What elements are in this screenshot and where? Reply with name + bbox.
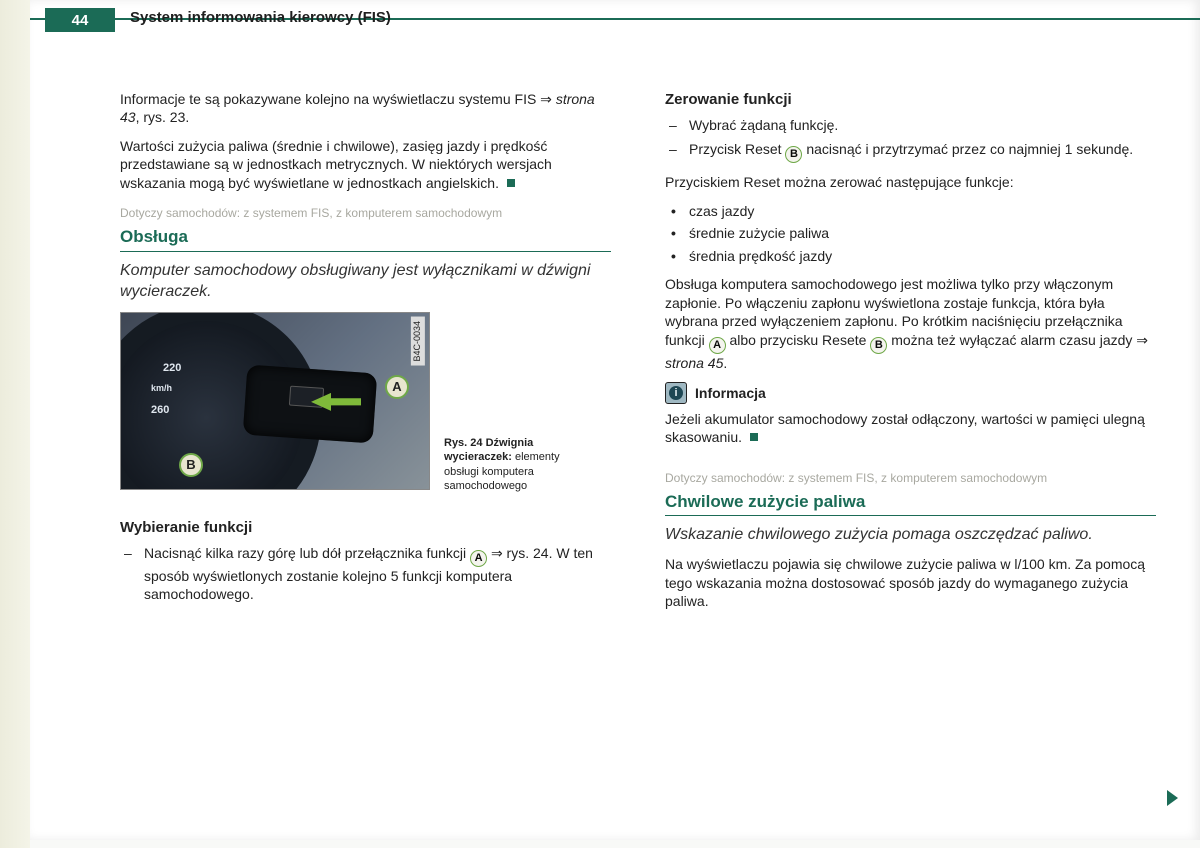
intro-paragraph-2: Wartości zużycia paliwa (średnie i chwil… bbox=[120, 137, 611, 192]
info-box: i Informacja bbox=[665, 382, 1156, 404]
figure-image: 220 260 km/h A B B4C-0034 bbox=[120, 312, 430, 490]
info-icon-glyph: i bbox=[669, 386, 683, 400]
reset-bullet-2: średnie zużycie paliwa bbox=[689, 224, 1156, 242]
badge-a-inline: A bbox=[470, 550, 487, 567]
select-item-text-a: Nacisnąć kilka razy górę lub dół przełąc… bbox=[144, 545, 470, 561]
select-function-list: Nacisnąć kilka razy górę lub dół przełąc… bbox=[120, 544, 611, 604]
figure-24: 220 260 km/h A B B4C-0034 bbox=[120, 312, 430, 490]
reset-step-1: Wybrać żądaną funkcję. bbox=[689, 116, 1156, 134]
select-item: Nacisnąć kilka razy górę lub dół przełąc… bbox=[144, 544, 611, 604]
page-number: 44 bbox=[72, 12, 89, 29]
right-column: Zerowanie funkcji Wybrać żądaną funkcję.… bbox=[665, 90, 1156, 810]
reset-bullet-1: czas jazdy bbox=[689, 202, 1156, 220]
manual-page: 44 System informowania kierowcy (FIS) In… bbox=[30, 0, 1200, 840]
intro-text-b: , rys. 23. bbox=[136, 109, 190, 125]
section-end-marker bbox=[507, 179, 515, 187]
left-column: Informacje te są pokazywane kolejno na w… bbox=[120, 90, 611, 810]
op-text-c: można też wyłączać alarm czasu jazdy ⇒ bbox=[891, 332, 1148, 348]
intro-text-a: Informacje te są pokazywane kolejno na w… bbox=[120, 91, 556, 107]
intro-text-2: Wartości zużycia paliwa (średnie i chwil… bbox=[120, 138, 552, 191]
continuation-triangle-icon bbox=[1167, 790, 1178, 806]
section-title-chwilowe: Chwilowe zużycie paliwa bbox=[665, 491, 1156, 516]
reset-step-2a: Przycisk Reset bbox=[689, 141, 785, 157]
applies-to-note-2: Dotyczy samochodów: z systemem FIS, z ko… bbox=[665, 471, 1156, 487]
figure-row: 220 260 km/h A B B4C-0034 Rys. bbox=[120, 312, 611, 500]
page-header-title: System informowania kierowcy (FIS) bbox=[130, 9, 391, 26]
gauge-260: 260 bbox=[151, 403, 169, 418]
info-icon: i bbox=[665, 382, 687, 404]
book-binding-edge bbox=[0, 0, 30, 848]
page-number-box: 44 bbox=[45, 8, 115, 32]
gauge-unit: km/h bbox=[151, 383, 172, 395]
figure-badge-b: B bbox=[179, 453, 203, 477]
badge-a-inline-2: A bbox=[709, 337, 726, 354]
info-label: Informacja bbox=[695, 382, 766, 402]
page-ref-45: strona 45 bbox=[665, 355, 723, 371]
op-text-d: . bbox=[723, 355, 727, 371]
intro-paragraph-1: Informacje te są pokazywane kolejno na w… bbox=[120, 90, 611, 127]
section-end-marker-2 bbox=[750, 433, 758, 441]
reset-steps-list: Wybrać żądaną funkcję. Przycisk Reset B … bbox=[665, 116, 1156, 163]
consumption-paragraph: Na wyświetlaczu pojawia się chwilowe zuż… bbox=[665, 555, 1156, 610]
lead-text-chwilowe: Wskazanie chwilowego zużycia pomaga oszc… bbox=[665, 524, 1156, 545]
section-title-obsluga: Obsługa bbox=[120, 226, 611, 251]
gauge-220: 220 bbox=[163, 361, 181, 376]
reset-step-2b: nacisnąć i przytrzymać przez co najmniej… bbox=[806, 141, 1133, 157]
op-text-b: albo przycisku Resete bbox=[729, 332, 870, 348]
reset-note: Przyciskiem Reset można zerować następuj… bbox=[665, 173, 1156, 191]
content-area: Informacje te są pokazywane kolejno na w… bbox=[120, 90, 1156, 810]
badge-b-inline-2: B bbox=[870, 337, 887, 354]
reset-step-2: Przycisk Reset B nacisnąć i przytrzymać … bbox=[689, 140, 1156, 163]
subhead-select-function: Wybieranie funkcji bbox=[120, 518, 611, 538]
subhead-reset: Zerowanie funkcji bbox=[665, 90, 1156, 110]
info-text: Jeżeli akumulator samochodowy został odł… bbox=[665, 410, 1156, 447]
badge-b-inline: B bbox=[785, 146, 802, 163]
figure-caption: Rys. 24 Dźwignia wycieraczek: elementy o… bbox=[444, 436, 574, 500]
reset-bullets: czas jazdy średnie zużycie paliwa średni… bbox=[665, 202, 1156, 265]
lead-text-obsluga: Komputer samochodowy obsługiwany jest wy… bbox=[120, 260, 611, 302]
figure-code: B4C-0034 bbox=[411, 317, 425, 366]
applies-to-note: Dotyczy samochodów: z systemem FIS, z ko… bbox=[120, 206, 611, 222]
info-text-span: Jeżeli akumulator samochodowy został odł… bbox=[665, 411, 1145, 445]
operation-paragraph: Obsługa komputera samochodowego jest moż… bbox=[665, 275, 1156, 372]
reset-bullet-3: średnia prędkość jazdy bbox=[689, 247, 1156, 265]
figure-badge-a: A bbox=[385, 375, 409, 399]
